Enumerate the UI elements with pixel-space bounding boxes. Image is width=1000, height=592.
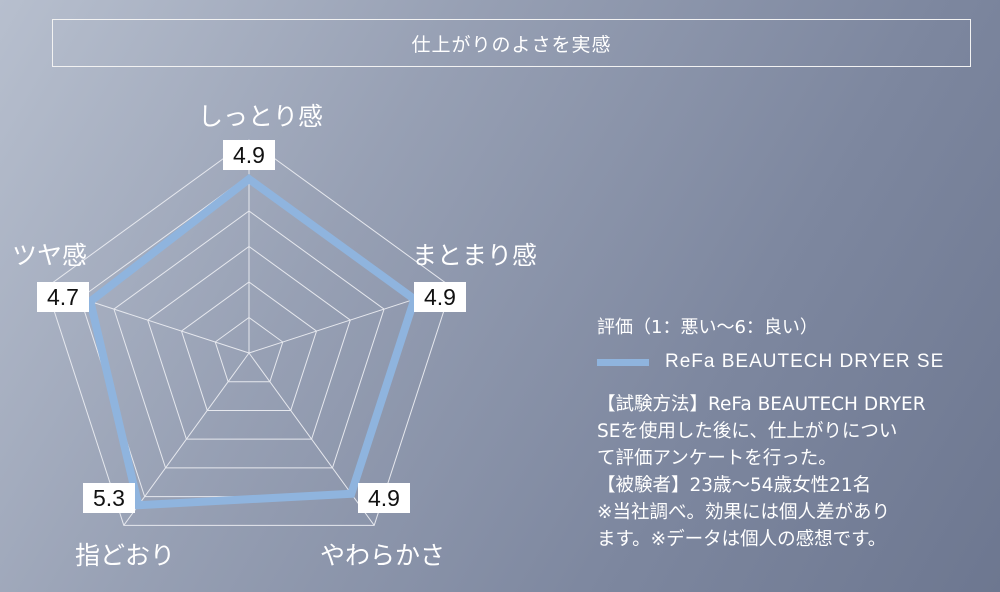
legend: ReFa BEAUTECH DRYER SE <box>597 351 982 373</box>
value-label-shine: 4.7 <box>37 282 89 312</box>
grid-ring <box>147 245 351 440</box>
axis-label-smoothness: 指どおり <box>75 541 176 570</box>
legend-label: ReFa BEAUTECH DRYER SE <box>665 351 945 372</box>
note-line: ※当社調べ。効果には個人差があり <box>597 502 891 523</box>
series-line <box>85 174 420 510</box>
note-line: 【試験方法】ReFa BEAUTECH DRYER <box>597 394 926 415</box>
axis-label-shine: ツヤ感 <box>12 241 88 270</box>
note-line: SEを使用した後に、仕上がりについ <box>597 421 898 442</box>
axis-label-softness: やわらかさ <box>320 541 446 570</box>
note-line: て評価アンケートを行った。 <box>597 448 837 469</box>
value-label-smoothness: 5.3 <box>83 483 135 513</box>
value-label-cohesion: 4.9 <box>414 282 466 312</box>
value-label-moisture: 4.9 <box>223 140 275 170</box>
notes: 【試験方法】ReFa BEAUTECH DRYER SEを使用した後に、仕上がり… <box>597 391 982 553</box>
axis-label-moisture: しっとり感 <box>198 102 324 131</box>
info-panel: 評価（1：悪い～6：良い） ReFa BEAUTECH DRYER SE 【試験… <box>597 313 982 553</box>
grid-ring <box>45 139 453 526</box>
note-line: 【被験者】23歳～54歳女性21名 <box>597 475 872 496</box>
axis-label-cohesion: まとまり感 <box>412 241 538 270</box>
grid-ring <box>180 281 318 411</box>
value-label-softness: 4.9 <box>358 483 410 513</box>
grid-spoke <box>123 352 250 526</box>
scale-note: 評価（1：悪い～6：良い） <box>597 317 818 338</box>
grid-ring <box>113 210 385 469</box>
legend-swatch <box>597 358 649 366</box>
chart-title: 仕上がりのよさを実感 <box>52 19 971 67</box>
grid-ring <box>214 316 284 383</box>
note-line: ます。※データは個人の感想です。 <box>597 529 887 550</box>
